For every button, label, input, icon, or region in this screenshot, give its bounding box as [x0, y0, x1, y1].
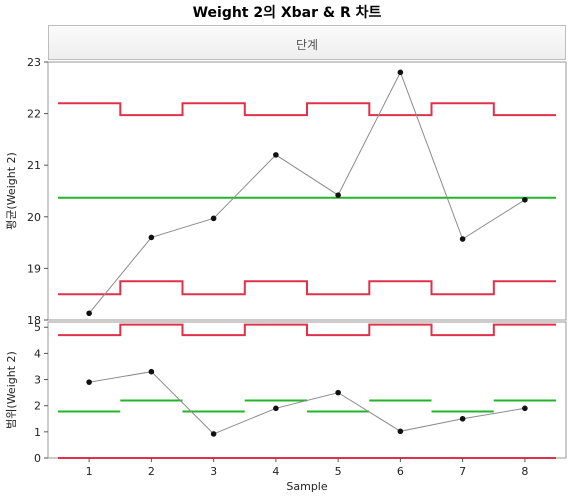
- range-point: [335, 389, 341, 396]
- xbar-point: [86, 310, 92, 317]
- xbar-point: [522, 196, 528, 203]
- xbar-series-line: [88, 71, 526, 314]
- xbar-ytick-label: 18: [27, 314, 41, 327]
- xbar-lcl-line: [58, 280, 556, 296]
- range-plot-frame: [47, 321, 567, 459]
- range-ytick-label: 2: [34, 400, 41, 413]
- xbar-point: [397, 69, 404, 76]
- range-point: [86, 379, 92, 385]
- xbar-ylabel: 평균(Weight 2): [5, 152, 18, 230]
- x-tick-label: 1: [86, 465, 93, 478]
- xbar-ytick-label: 22: [27, 108, 41, 121]
- xbar-ytick-label: 19: [27, 262, 41, 275]
- chart-title: Weight 2의 Xbar & R 차트: [192, 5, 382, 21]
- x-tick-label: 5: [335, 465, 342, 478]
- range-ytick-label: 5: [34, 321, 41, 334]
- range-point: [148, 368, 155, 375]
- xbar-point: [273, 152, 279, 158]
- xbar-point: [210, 215, 217, 222]
- x-tick-label: 7: [459, 465, 466, 478]
- range-ytick-label: 1: [34, 426, 41, 439]
- range-ytick-label: 4: [34, 347, 41, 360]
- range-point: [397, 428, 404, 435]
- range-ylabel: 범위(Weight 2): [5, 351, 18, 429]
- xbar-ucl-line: [58, 102, 556, 117]
- x-tick-label: 2: [148, 465, 155, 478]
- range-point: [459, 415, 466, 422]
- x-tick-label: 3: [210, 465, 217, 478]
- range-series-line: [89, 371, 525, 435]
- x-axis-title: Sample: [286, 480, 327, 493]
- range-point: [522, 405, 528, 412]
- xbar-ytick-label: 20: [27, 211, 41, 224]
- xbar-point: [335, 192, 341, 198]
- phase-header: 단계: [48, 25, 566, 60]
- phase-label: 단계: [295, 38, 319, 52]
- x-tick-label: 6: [397, 465, 404, 478]
- range-point: [273, 405, 279, 412]
- range-ytick-label: 3: [34, 374, 41, 387]
- x-tick-label: 8: [521, 465, 528, 478]
- xbar-point: [148, 234, 155, 241]
- range-point: [210, 431, 217, 437]
- range-ytick-label: 0: [34, 452, 41, 465]
- xbar-ytick-label: 21: [27, 159, 41, 172]
- range-ucl-line: [58, 323, 556, 337]
- xbar-ytick-label: 23: [27, 56, 41, 69]
- x-tick-label: 4: [272, 465, 279, 478]
- xbar-point: [459, 236, 466, 242]
